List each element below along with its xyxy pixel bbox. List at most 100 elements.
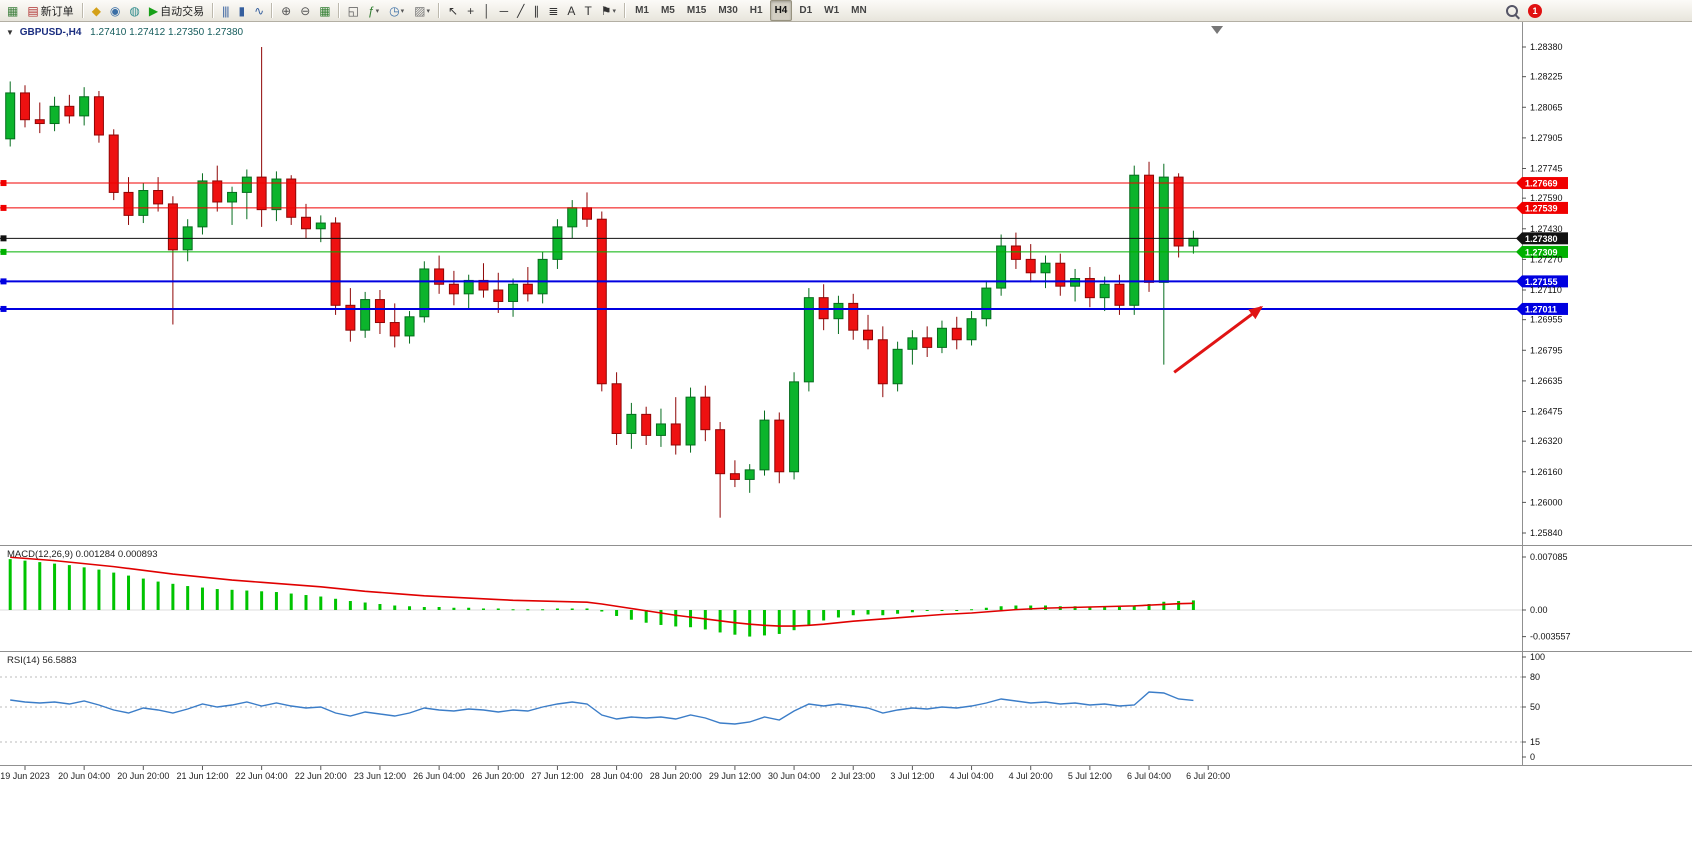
zoom-in-button[interactable]: ⊕ bbox=[277, 0, 294, 21]
text-tool-button[interactable]: A bbox=[563, 0, 578, 21]
svg-text:0.007085: 0.007085 bbox=[1530, 552, 1568, 562]
timeframe-h1[interactable]: H1 bbox=[745, 0, 768, 21]
svg-text:22 Jun 04:00: 22 Jun 04:00 bbox=[236, 771, 288, 781]
svg-text:1.27669: 1.27669 bbox=[1525, 179, 1558, 189]
channel-tool-button[interactable]: ∥ bbox=[529, 0, 542, 21]
autotrading-button[interactable]: ▶ 自动交易 bbox=[145, 0, 208, 21]
svg-text:6 Jul 20:00: 6 Jul 20:00 bbox=[1186, 771, 1230, 781]
hline-1.27669[interactable]: 1.27669 bbox=[0, 177, 1568, 190]
new-chart-icon: ▦ bbox=[7, 3, 18, 18]
indicators-button[interactable]: ƒ ▾ bbox=[364, 0, 383, 21]
svg-text:23 Jun 12:00: 23 Jun 12:00 bbox=[354, 771, 406, 781]
chart-title: ▼ GBPUSD-,H4 1.27410 1.27412 1.27350 1.2… bbox=[6, 27, 243, 38]
timeframe-m1-label: M1 bbox=[635, 5, 649, 16]
price-scale[interactable]: 1.28380 1.28225 1.28065 1.27905 1.27745 1.275… bbox=[1522, 42, 1563, 538]
new-chart-button[interactable]: ▦ bbox=[3, 0, 21, 21]
hline-1.27155[interactable]: 1.27155 bbox=[0, 275, 1568, 288]
cascade-windows-icon: ◱ bbox=[347, 3, 359, 18]
crosshair-tool-icon: + bbox=[467, 3, 474, 18]
trendline-tool-button[interactable]: ╱ bbox=[513, 0, 527, 21]
macd-indicator-label: MACD(12,26,9) 0.001284 0.000893 bbox=[7, 549, 158, 560]
fibonacci-tool-icon: ≣ bbox=[548, 3, 558, 18]
svg-text:21 Jun 12:00: 21 Jun 12:00 bbox=[176, 771, 228, 781]
main-toolbar: ▦ ▤ 新订单 ◆ ◉ ◍ ▶ 自动交易 ||| ▮ ∿ ⊕ ⊖ ▦ ◱ ƒ ▾ ◷ ▾ ▨ ▾ ↖ + │ ─ ╱ ∥ ≣ A T ⚑ ▾ M… bbox=[0, 0, 1692, 22]
horizontal-line-tool-button[interactable]: ─ bbox=[496, 0, 512, 21]
svg-text:1.28065: 1.28065 bbox=[1530, 102, 1563, 112]
autotrading-icon: ▶ bbox=[148, 3, 158, 18]
one-click-trading-toggle[interactable]: ▼ bbox=[6, 28, 14, 37]
web-community-button[interactable]: ◍ bbox=[125, 0, 142, 21]
svg-text:15: 15 bbox=[1530, 737, 1540, 747]
svg-text:2 Jul 23:00: 2 Jul 23:00 bbox=[831, 771, 875, 781]
bar-chart-mode-icon: ||| bbox=[222, 3, 229, 18]
crosshair-tool-button[interactable]: + bbox=[463, 0, 477, 21]
hline-1.27309[interactable]: 1.27309 bbox=[0, 245, 1568, 258]
chevron-down-icon: ▾ bbox=[612, 7, 617, 15]
candlestick-mode-button[interactable]: ▮ bbox=[234, 0, 248, 21]
periods-icon: ◷ bbox=[389, 3, 400, 18]
timeframe-mn[interactable]: MN bbox=[846, 0, 872, 21]
line-chart-mode-button[interactable]: ∿ bbox=[250, 0, 267, 21]
templates-button[interactable]: ▨ ▾ bbox=[410, 0, 434, 21]
timeframe-h1-label: H1 bbox=[749, 5, 763, 16]
label-tool-button[interactable]: T bbox=[580, 0, 594, 21]
market-watch-button[interactable]: ◉ bbox=[106, 0, 123, 21]
hline-1.27539[interactable]: 1.27539 bbox=[0, 201, 1568, 214]
search-icon bbox=[1506, 4, 1518, 17]
zoom-out-button[interactable]: ⊖ bbox=[296, 0, 313, 21]
macd-panel[interactable]: 0.007085 0.00 -0.003557 bbox=[0, 552, 1571, 642]
hline-1.27011[interactable]: 1.27011 bbox=[0, 302, 1568, 315]
time-scale[interactable]: 19 Jun 2023 20 Jun 04:00 20 Jun 20:00 21 Ju… bbox=[0, 766, 1230, 781]
svg-text:1.26635: 1.26635 bbox=[1530, 376, 1563, 386]
hline-1.27380[interactable]: 1.27380 bbox=[0, 232, 1568, 245]
timeframe-h4[interactable]: H4 bbox=[769, 0, 793, 21]
chart-canvas[interactable]: 1.27669 1.27539 1.27380 1.27309 1.27155 1.270… bbox=[0, 22, 1692, 787]
toolbar-separator bbox=[212, 3, 215, 18]
tile-windows-button[interactable]: ▦ bbox=[315, 0, 333, 21]
svg-text:0: 0 bbox=[1530, 752, 1535, 762]
svg-text:1.28380: 1.28380 bbox=[1530, 42, 1563, 52]
trend-arrow-annotation[interactable] bbox=[1173, 306, 1264, 374]
notification-badge[interactable]: 1 bbox=[1528, 3, 1542, 18]
chart-shift-marker[interactable] bbox=[1211, 26, 1224, 34]
timeframe-d1-label: D1 bbox=[799, 5, 813, 16]
channel-tool-icon: ∥ bbox=[533, 3, 539, 18]
svg-text:1.27590: 1.27590 bbox=[1530, 193, 1563, 203]
timeframe-w1[interactable]: W1 bbox=[819, 0, 844, 21]
svg-text:6 Jul 04:00: 6 Jul 04:00 bbox=[1127, 771, 1171, 781]
svg-text:1.27430: 1.27430 bbox=[1530, 224, 1563, 234]
svg-text:100: 100 bbox=[1530, 652, 1545, 662]
new-order-button-label: 新订单 bbox=[40, 5, 74, 18]
timeframe-m5-label: M5 bbox=[660, 5, 675, 16]
timeframe-m5[interactable]: M5 bbox=[656, 0, 680, 21]
autotrading-button-label: 自动交易 bbox=[160, 5, 205, 18]
timeframe-h4-label: H4 bbox=[774, 5, 788, 16]
horizontal-line-tool-icon: ─ bbox=[499, 3, 508, 18]
bar-chart-mode-button[interactable]: ||| bbox=[218, 0, 232, 21]
timeframe-d1[interactable]: D1 bbox=[794, 0, 817, 21]
toolbar-separator bbox=[81, 3, 84, 18]
vertical-line-tool-button[interactable]: │ bbox=[479, 0, 494, 21]
cursor-tool-button[interactable]: ↖ bbox=[444, 0, 461, 21]
timeframe-m1[interactable]: M1 bbox=[630, 0, 654, 21]
search-button[interactable] bbox=[1502, 0, 1522, 21]
cascade-windows-button[interactable]: ◱ bbox=[344, 0, 362, 21]
text-tool-icon: A bbox=[567, 3, 575, 18]
svg-text:1.26160: 1.26160 bbox=[1530, 467, 1563, 477]
fibonacci-tool-button[interactable]: ≣ bbox=[544, 0, 561, 21]
web-community-icon: ◍ bbox=[129, 3, 140, 18]
arrows-tool-button[interactable]: ⚑ ▾ bbox=[597, 0, 620, 21]
svg-text:1.27155: 1.27155 bbox=[1525, 277, 1558, 287]
chevron-down-icon: ▾ bbox=[375, 7, 380, 15]
rsi-panel[interactable]: 100 80 50 15 0 bbox=[0, 652, 1545, 762]
new-order-button[interactable]: ▤ 新订单 bbox=[23, 0, 77, 21]
svg-text:1.27539: 1.27539 bbox=[1525, 203, 1558, 213]
svg-text:26 Jun 04:00: 26 Jun 04:00 bbox=[413, 771, 465, 781]
periods-button[interactable]: ◷ ▾ bbox=[385, 0, 408, 21]
templates-icon: ▨ bbox=[414, 3, 425, 18]
timeframe-m30-label: M30 bbox=[718, 5, 738, 16]
svg-text:50: 50 bbox=[1530, 702, 1540, 712]
timeframe-m30[interactable]: M30 bbox=[713, 0, 742, 21]
metaeditor-button[interactable]: ◆ bbox=[88, 0, 104, 21]
timeframe-m15[interactable]: M15 bbox=[682, 0, 711, 21]
